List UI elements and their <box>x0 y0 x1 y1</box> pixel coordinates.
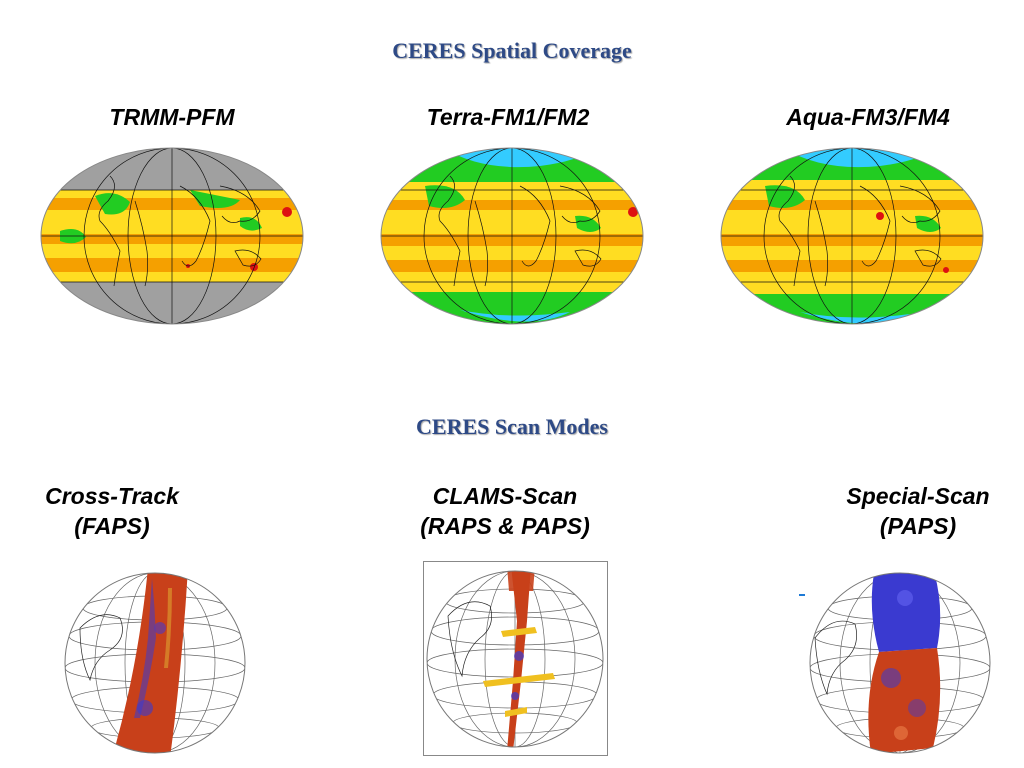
coverage-map-terra <box>380 147 644 325</box>
scan-mode-title: Cross-Track <box>45 483 179 509</box>
scan-mode-label-special: Special-Scan (PAPS) <box>822 481 1014 541</box>
coverage-map-aqua <box>720 147 984 325</box>
scan-swath-blue <box>871 573 941 652</box>
instrument-label-terra: Terra-FM1/FM2 <box>426 104 590 130</box>
globe-clams-scan <box>423 561 608 756</box>
coverage-heading: CERES Spatial Coverage <box>392 38 632 63</box>
scan-mode-subtitle: (RAPS & PAPS) <box>420 513 590 539</box>
accent-dash <box>799 594 805 596</box>
scan-mode-subtitle: (FAPS) <box>74 513 150 539</box>
scan-mode-subtitle: (PAPS) <box>879 513 957 539</box>
instrument-label-aqua: Aqua-FM3/FM4 <box>786 104 950 130</box>
scan-mode-label-clams: CLAMS-Scan (RAPS & PAPS) <box>380 481 630 541</box>
coverage-map-trmm <box>40 147 304 325</box>
scan-modes-heading: CERES Scan Modes <box>416 414 608 439</box>
scan-mode-title: CLAMS-Scan <box>432 483 578 509</box>
scan-mode-label-cross-track: Cross-Track (FAPS) <box>22 481 202 541</box>
scan-mode-title: Special-Scan <box>846 483 990 509</box>
polar-band-north <box>41 148 303 190</box>
polar-band-south <box>41 282 303 324</box>
instrument-label-trmm: TRMM-PFM <box>109 104 235 130</box>
globe-special-scan <box>809 572 991 754</box>
globe-cross-track <box>64 572 246 754</box>
